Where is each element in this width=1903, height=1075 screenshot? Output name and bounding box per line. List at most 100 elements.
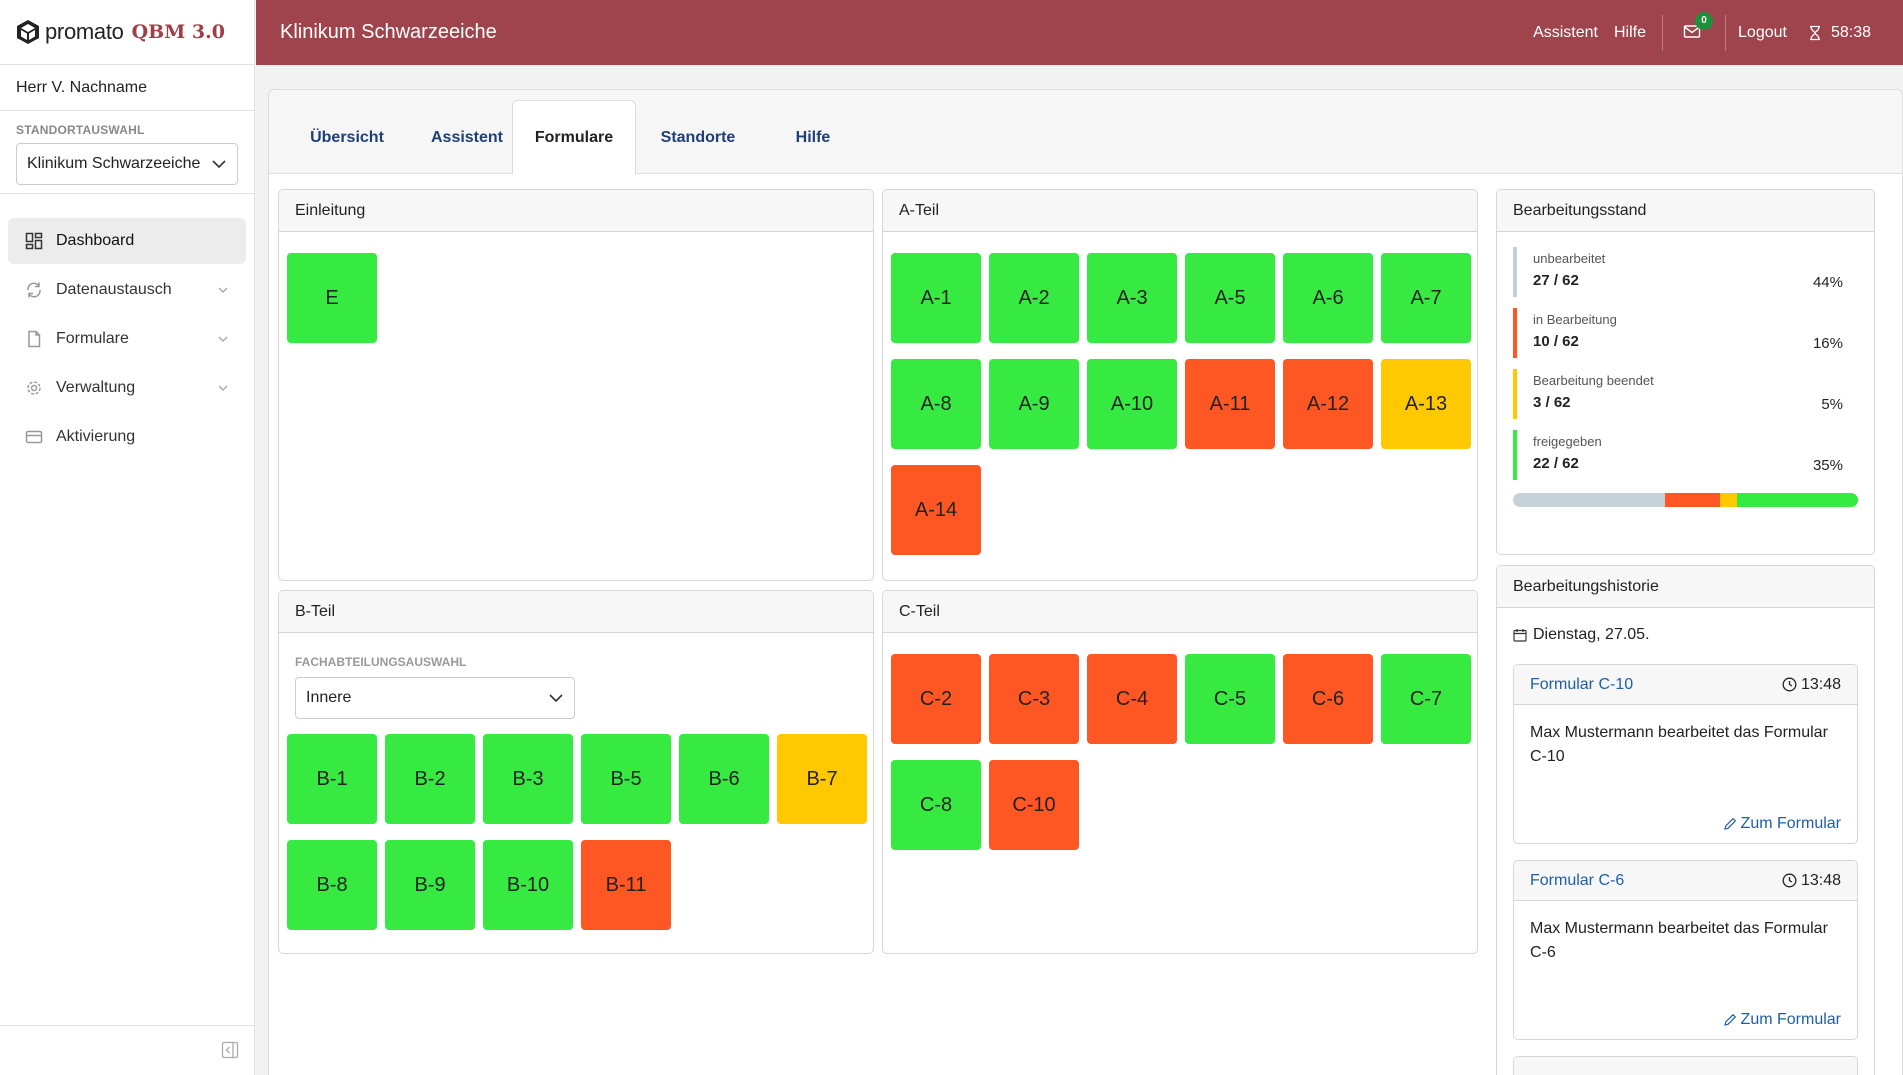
to-form-label: Zum Formular	[1740, 815, 1841, 832]
status-name: unbearbeitet	[1533, 251, 1606, 266]
form-tile-b-10[interactable]: B-10	[483, 840, 573, 930]
form-tile-a-14[interactable]: A-14	[891, 465, 981, 555]
form-tile-a-1[interactable]: A-1	[891, 253, 981, 343]
form-tile-a-10[interactable]: A-10	[1087, 359, 1177, 449]
site-select[interactable]: Klinikum Schwarzeeiche	[16, 143, 238, 185]
sidebar-item-dashboard[interactable]: Dashboard	[8, 218, 246, 264]
form-tile-c-4[interactable]: C-4	[1087, 654, 1177, 744]
sidebar-item-label: Datenaustausch	[56, 281, 172, 298]
history-time: 13:48	[1782, 872, 1841, 890]
to-form-link[interactable]: Zum Formular	[1723, 1011, 1841, 1029]
chevron-down-icon	[212, 160, 226, 169]
collapse-sidebar-icon[interactable]	[221, 1041, 239, 1059]
form-tile-a-11[interactable]: A-11	[1185, 359, 1275, 449]
form-tile-b-7[interactable]: B-7	[777, 734, 867, 824]
tab-bar: Übersicht Assistent Formulare Standorte …	[269, 90, 1902, 175]
sidebar-item-datenaustausch[interactable]: Datenaustausch	[8, 267, 246, 313]
form-tile-a-12[interactable]: A-12	[1283, 359, 1373, 449]
status-name: freigegeben	[1533, 434, 1602, 449]
form-tile-a-13[interactable]: A-13	[1381, 359, 1471, 449]
sidebar-item-label: Verwaltung	[56, 379, 136, 396]
topbar: Klinikum Schwarzeeiche Assistent Hilfe 0…	[256, 0, 1903, 65]
dashboard-icon	[25, 232, 43, 250]
form-tile-b-3[interactable]: B-3	[483, 734, 573, 824]
history-entry	[1513, 1056, 1858, 1075]
panel-title: Bearbeitungshistorie	[1497, 566, 1874, 608]
tab-uebersicht[interactable]: Übersicht	[310, 128, 384, 146]
form-tile-c-3[interactable]: C-3	[989, 654, 1079, 744]
form-tile-b-11[interactable]: B-11	[581, 840, 671, 930]
form-tile-a-7[interactable]: A-7	[1381, 253, 1471, 343]
department-select[interactable]: Innere	[295, 677, 575, 719]
history-text: Max Mustermann bearbeitet das Formular C…	[1530, 920, 1828, 961]
progress-segment	[1513, 493, 1665, 507]
sidebar-item-label: Dashboard	[56, 232, 135, 249]
status-row-bearbeitung-beendet: Bearbeitung beendet 3 / 62 5%	[1513, 369, 1843, 419]
status-name: Bearbeitung beendet	[1533, 373, 1654, 388]
form-tile-a-8[interactable]: A-8	[891, 359, 981, 449]
history-date-text: Dienstag, 27.05.	[1533, 626, 1650, 643]
sidebar-item-formulare[interactable]: Formulare	[8, 316, 246, 362]
form-tile-b-6[interactable]: B-6	[679, 734, 769, 824]
document-icon	[28, 330, 41, 348]
status-percent: 35%	[1812, 457, 1843, 474]
tab-standorte[interactable]: Standorte	[660, 128, 736, 146]
form-tile-c-5[interactable]: C-5	[1185, 654, 1275, 744]
calendar-icon	[1513, 629, 1527, 642]
form-tile-a-3[interactable]: A-3	[1087, 253, 1177, 343]
panel-history: Bearbeitungshistorie Dienstag, 27.05. Fo…	[1496, 565, 1875, 1075]
form-tile-c-6[interactable]: C-6	[1283, 654, 1373, 744]
history-entry: Formular C-10 13:48 Max Mustermann bearb…	[1513, 664, 1858, 844]
progress-segment	[1737, 493, 1858, 507]
sidebar-item-verwaltung[interactable]: Verwaltung	[8, 365, 246, 411]
status-count: 27 / 62	[1533, 272, 1579, 289]
tab-hilfe[interactable]: Hilfe	[795, 128, 831, 146]
brand[interactable]: promato QBM 3.0	[0, 0, 254, 65]
form-tile-b-5[interactable]: B-5	[581, 734, 671, 824]
hourglass-icon	[1809, 25, 1820, 40]
brand-name: promato	[45, 19, 124, 44]
panel-b-teil: B-Teil FACHABTEILUNGSAUSWAHL Innere B-1 B…	[278, 590, 874, 954]
status-row-unbearbeitet: unbearbeitet 27 / 62 44%	[1513, 247, 1843, 297]
panel-c-teil: C-Teil C-2 C-3 C-4 C-5 C-6 C-7 C-8 C-10	[882, 590, 1478, 954]
form-tile-b-8[interactable]: B-8	[287, 840, 377, 930]
history-form-link[interactable]: Formular C-10	[1530, 675, 1634, 693]
form-tile-c-2[interactable]: C-2	[891, 654, 981, 744]
chevron-down-icon	[218, 287, 228, 293]
form-tile-a-2[interactable]: A-2	[989, 253, 1079, 343]
user-name[interactable]: Herr V. Nachname	[0, 65, 254, 111]
form-tile-c-10[interactable]: C-10	[989, 760, 1079, 850]
main-content: Übersicht Assistent Formulare Standorte …	[268, 89, 1903, 1075]
form-tile-c-8[interactable]: C-8	[891, 760, 981, 850]
help-link[interactable]: Hilfe	[1614, 23, 1647, 41]
to-form-link[interactable]: Zum Formular	[1723, 815, 1841, 833]
status-row-in-bearbeitung: in Bearbeitung 10 / 62 16%	[1513, 308, 1843, 358]
chevron-down-icon	[218, 336, 228, 342]
logout-link[interactable]: Logout	[1738, 23, 1787, 41]
sidebar-nav: Dashboard Datenaustausch Formulare Verwa…	[0, 194, 254, 487]
history-form-link[interactable]: Formular C-6	[1530, 871, 1625, 889]
form-tile-b-2[interactable]: B-2	[385, 734, 475, 824]
gear-icon	[27, 381, 41, 395]
sidebar-item-aktivierung[interactable]: Aktivierung	[8, 414, 246, 460]
form-tile-b-9[interactable]: B-9	[385, 840, 475, 930]
assistant-link[interactable]: Assistent	[1533, 23, 1598, 41]
brand-product: QBM 3.0	[131, 21, 225, 43]
mail-button[interactable]: 0	[1683, 11, 1714, 44]
sidebar: promato QBM 3.0 Herr V. Nachname STANDOR…	[0, 0, 255, 1075]
sidebar-footer	[0, 1025, 255, 1075]
form-tile-a-6[interactable]: A-6	[1283, 253, 1373, 343]
panel-title: C-Teil	[883, 591, 1477, 633]
chevron-down-icon	[218, 385, 228, 391]
panel-title: Bearbeitungsstand	[1497, 190, 1874, 232]
tab-assistent[interactable]: Assistent	[430, 128, 504, 146]
history-time-value: 13:48	[1800, 871, 1841, 889]
form-tile-a-5[interactable]: A-5	[1185, 253, 1275, 343]
tab-formulare[interactable]: Formulare	[512, 100, 636, 175]
form-tile-e[interactable]: E	[287, 253, 377, 343]
form-tile-a-9[interactable]: A-9	[989, 359, 1079, 449]
form-tile-c-7[interactable]: C-7	[1381, 654, 1471, 744]
status-name: in Bearbeitung	[1533, 312, 1617, 327]
history-time: 13:48	[1782, 676, 1841, 694]
form-tile-b-1[interactable]: B-1	[287, 734, 377, 824]
